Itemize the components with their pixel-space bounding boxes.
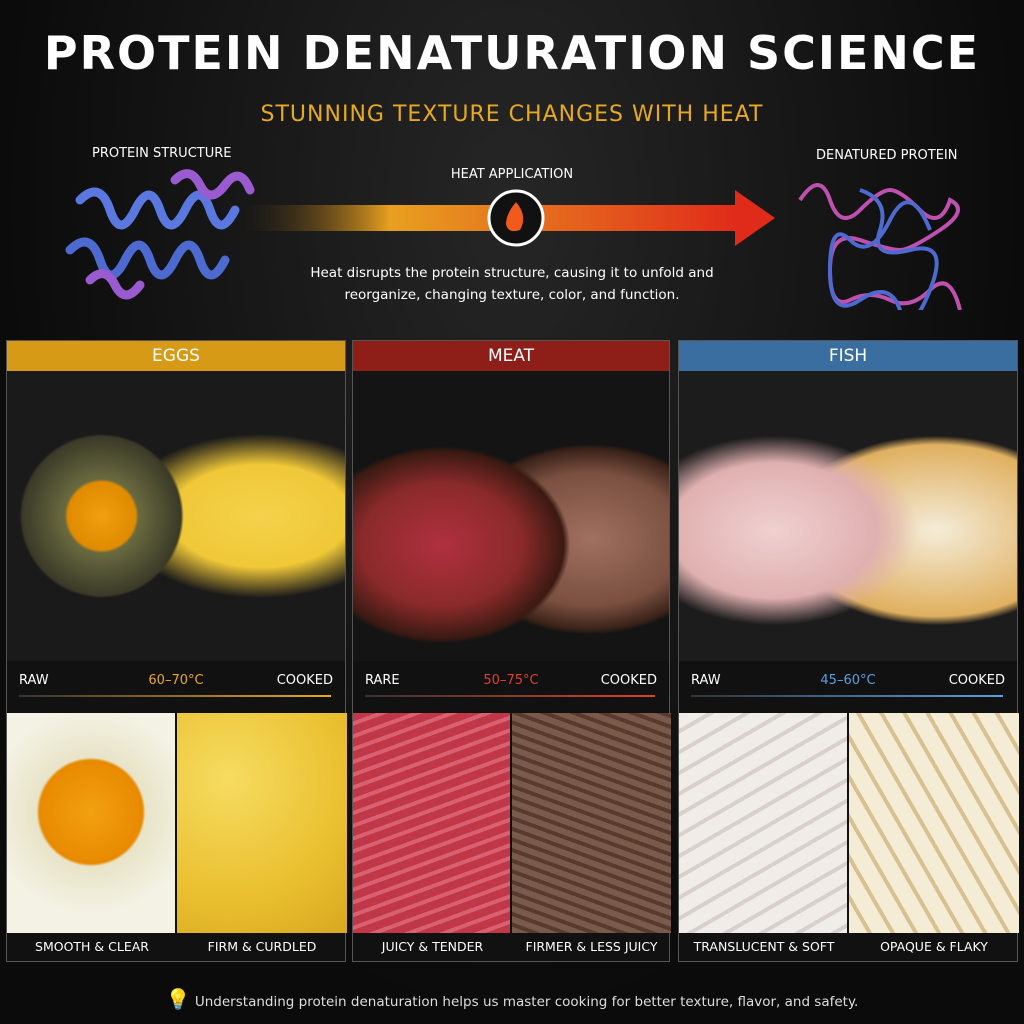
footer: 💡 Understanding protein denaturation hel… <box>0 987 1024 1011</box>
detail-photo <box>177 713 347 933</box>
detail-photo <box>679 713 847 933</box>
bulb-icon: 💡 <box>165 987 191 1011</box>
range-end: COOKED <box>276 673 333 688</box>
panel: FISH RAW 45–60°C COOKED TRANSLUCENT & SOFT OP… <box>678 340 1019 962</box>
panel-header: EGGS <box>7 341 345 371</box>
native-protein <box>65 169 255 300</box>
flame <box>506 202 524 232</box>
range-end: COOKED <box>600 673 657 688</box>
panel-header: MEAT <box>353 341 669 371</box>
range-start: RAW <box>691 673 721 688</box>
range-start: RAW <box>19 673 49 688</box>
panel-title: EGGS <box>152 346 200 366</box>
caption: JUICY & TENDER <box>381 939 484 954</box>
panel-title: FISH <box>828 346 868 366</box>
footer-note: Understanding protein denaturation helps… <box>194 994 859 1010</box>
range-arrow <box>365 695 655 697</box>
range-temp: 45–60°C <box>820 673 876 688</box>
main-photo <box>7 371 345 661</box>
caption: OPAQUE & FLAKY <box>880 939 988 954</box>
caption: SMOOTH & CLEAR <box>35 939 149 954</box>
right-label: DENATURED PROTEIN <box>816 148 958 163</box>
detail-photo <box>353 713 510 933</box>
range-temp: 50–75°C <box>483 673 539 688</box>
denatured-protein <box>798 183 962 310</box>
main-photo <box>353 371 669 661</box>
caption: FIRMER & LESS JUICY <box>525 939 658 954</box>
detail-photo <box>512 713 671 933</box>
arrow-head <box>735 190 775 246</box>
description: Heat disrupts the protein structure, cau… <box>310 265 714 303</box>
range-arrow <box>691 695 1003 697</box>
detail-photo <box>849 713 1019 933</box>
range-end: COOKED <box>948 673 1005 688</box>
subtitle: STUNNING TEXTURE CHANGES WITH HEAT <box>260 102 764 127</box>
caption: FIRM & CURDLED <box>207 939 317 954</box>
main-photo <box>679 371 1017 661</box>
panel-title: MEAT <box>487 346 535 366</box>
range-temp: 60–70°C <box>148 673 204 688</box>
range-arrow <box>19 695 331 697</box>
panel-header: FISH <box>679 341 1017 371</box>
title: PROTEIN DENATURATION SCIENCE <box>43 26 981 80</box>
panel: MEAT RARE 50–75°C COOKED JUICY & TENDER FIRME… <box>352 340 671 962</box>
range-start: RARE <box>365 673 400 688</box>
diagram <box>65 169 962 310</box>
left-label: PROTEIN STRUCTURE <box>92 146 232 161</box>
arrow-label: HEAT APPLICATION <box>450 167 574 182</box>
detail-photo <box>7 713 175 933</box>
panel: EGGS RAW 60–70°C COOKED SMOOTH & CLEAR FIRM &… <box>6 340 347 962</box>
caption: TRANSLUCENT & SOFT <box>693 939 835 954</box>
